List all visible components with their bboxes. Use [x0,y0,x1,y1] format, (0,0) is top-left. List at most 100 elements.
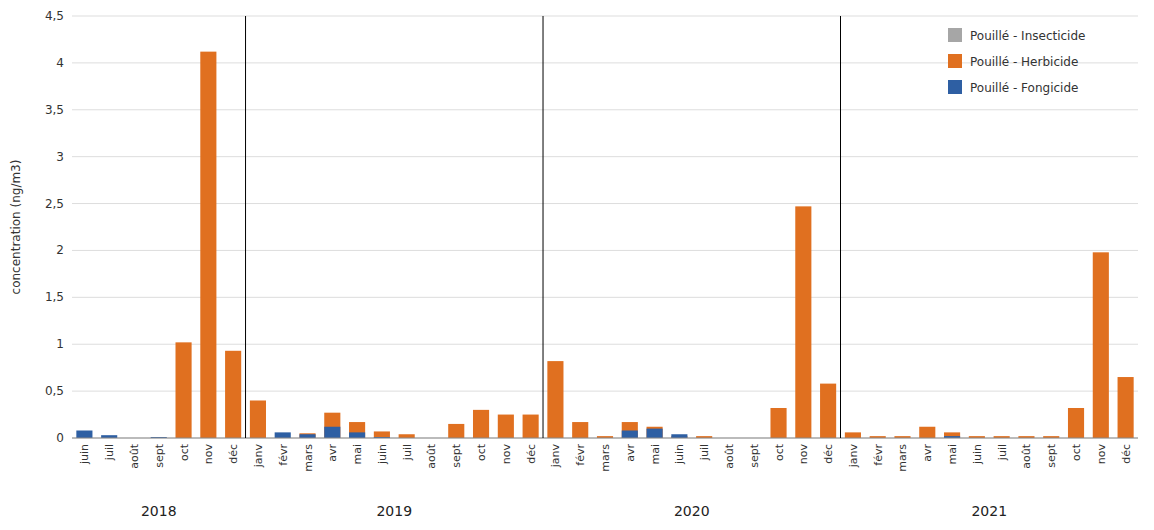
y-tick-label: 0 [56,431,64,445]
chart: 00,511,522,533,544,5concentration (ng/m3… [0,0,1154,530]
bar [622,430,638,438]
x-tick-label: avr [624,444,637,462]
bar [647,429,663,438]
bar [299,433,315,438]
y-tick-label: 4,5 [45,9,64,23]
year-separator [840,16,841,438]
bar [76,430,92,438]
bar [349,432,365,438]
bar [176,342,192,438]
y-tick-label: 2 [56,243,64,257]
bar [845,432,861,438]
x-tick-label: janv [252,444,265,469]
x-tick-label: août [723,443,736,468]
bar [547,361,563,438]
bar [349,422,365,438]
grid-line [72,156,1138,157]
year-label: 2021 [971,503,1007,519]
grid [72,16,1138,438]
x-tick-label: juin [673,444,686,465]
legend-label: Pouillé - Insecticide [970,29,1085,43]
y-tick-label: 3 [56,150,64,164]
x-tick-label: déc [822,444,835,464]
x-tick-label: août [425,443,438,468]
legend: Pouillé - Insecticide Pouillé - Herbicide… [948,28,1085,95]
x-tick-label: mars [896,444,909,472]
x-tick-label: nov [202,444,215,465]
x-tick-label: oct [1070,443,1083,461]
legend-swatch [948,28,962,42]
bar [1093,252,1109,438]
y-tick-label: 0,5 [45,384,64,398]
grid-line [72,250,1138,251]
grid-line [72,344,1138,345]
x-tick-label: sept [450,443,463,467]
bar [671,434,687,438]
x-axis-line [72,438,1138,439]
y-tick-label: 4 [56,56,64,70]
x-tick-label: nov [797,444,810,465]
x-tick-label: juin [376,444,389,465]
bar [275,432,291,438]
grid-line [72,16,1138,17]
x-tick-label: mars [302,444,315,472]
x-tick-label: févr [872,444,885,466]
bar [473,410,489,438]
bar [299,434,315,438]
y-tick-label: 2,5 [45,197,64,211]
series [76,427,960,438]
grid-line [72,438,1138,439]
x-axis: juinjuilaoûtseptoctnovdécjanvfévrmarsavr… [78,443,1132,471]
x-tick-label: juin [78,444,91,465]
year-label: 2019 [376,503,412,519]
bar [200,52,216,438]
x-tick-label: mai [351,444,364,465]
x-tick-label: déc [227,444,240,464]
legend-swatch [948,80,962,94]
x-tick-label: avr [326,444,339,462]
bar [374,431,390,438]
bar [944,432,960,438]
y-tick-label: 1 [56,337,64,351]
bar [770,408,786,438]
year-label: 2020 [674,503,710,519]
bar [572,422,588,438]
bar [1068,408,1084,438]
bar [324,413,340,438]
x-tick-label: mai [649,444,662,465]
x-tick-label: mars [599,444,612,472]
bar [919,427,935,438]
bar [1118,377,1134,438]
grid-line [72,109,1138,110]
x-tick-label: juin [971,444,984,465]
x-tick-label: sept [748,443,761,467]
year-separator [245,16,246,438]
bar [399,434,415,438]
x-tick-label: déc [525,444,538,464]
bar [225,351,241,438]
x-tick-label: oct [475,443,488,461]
legend-swatch [948,54,962,68]
grid-line [72,297,1138,298]
x-tick-label: nov [1095,444,1108,465]
x-tick-label: oct [773,443,786,461]
grid-line [72,203,1138,204]
bar [498,415,514,438]
bars [76,52,1133,438]
bar [795,206,811,438]
x-tick-label: déc [1120,444,1133,464]
year-label: 2018 [141,503,177,519]
x-tick-label: janv [847,444,860,469]
bar [647,427,663,438]
legend-label: Pouillé - Fongicide [970,81,1078,95]
x-tick-label: juil [103,444,116,461]
x-tick-label: mai [946,444,959,465]
year-separator [543,16,544,438]
bar [622,422,638,438]
x-tick-label: juil [401,444,414,461]
bar [324,427,340,438]
bar [523,415,539,438]
x-tick-label: août [1020,443,1033,468]
y-axis-label: concentration (ng/m3) [9,160,23,295]
legend-label: Pouillé - Herbicide [970,55,1078,69]
